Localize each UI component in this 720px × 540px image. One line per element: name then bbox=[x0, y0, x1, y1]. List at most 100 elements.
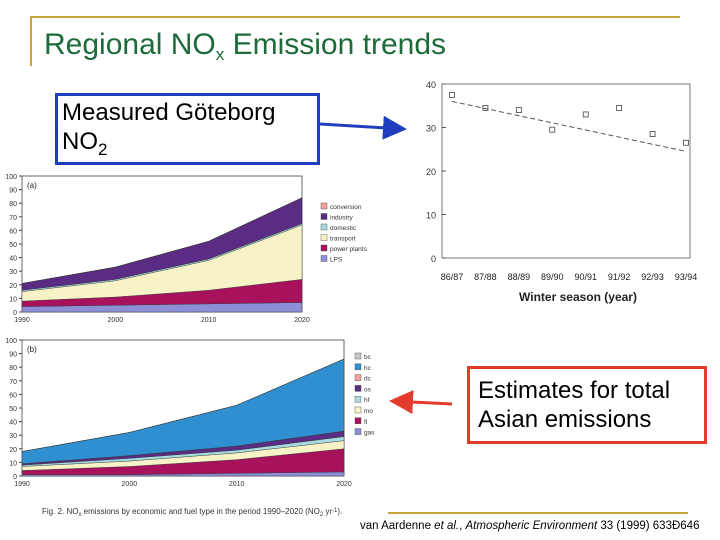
legend-swatch bbox=[320, 223, 328, 231]
series-area bbox=[21, 197, 303, 284]
figure-caption: Fig. 2. NOx emissions by economic and fu… bbox=[42, 507, 342, 518]
legend-label: mo bbox=[364, 408, 373, 415]
legend-label: LPS bbox=[330, 257, 343, 264]
y-tick-label: 0 bbox=[13, 310, 17, 317]
callout-arrows bbox=[319, 115, 453, 415]
data-point bbox=[649, 131, 656, 137]
y-tick-label: 100 bbox=[5, 174, 17, 181]
x-tick-label: 2010 bbox=[229, 481, 245, 488]
y-tick-label: 70 bbox=[9, 379, 17, 386]
y-tick-label: 0 bbox=[431, 254, 436, 264]
sector-emissions-chart: 0 10 20 30 40 50 60 70 80 90 100 1990 2000 2010 2020 (a… bbox=[5, 174, 367, 324]
x-tick-label: 87/88 bbox=[474, 272, 497, 282]
callout-line2: Asian emissions bbox=[478, 406, 652, 433]
data-point bbox=[582, 111, 589, 118]
y-tick-label: 40 bbox=[9, 420, 17, 427]
y-tick-label: 80 bbox=[9, 201, 17, 208]
asian-estimates-callout: Estimates for total Asian emissions bbox=[467, 366, 707, 444]
y-tick-label: 10 bbox=[9, 296, 17, 303]
y-tick-label: 30 bbox=[426, 124, 436, 134]
y-tick-label: 60 bbox=[9, 228, 17, 235]
legend-label: power plants bbox=[330, 246, 368, 253]
y-tick-label: 20 bbox=[426, 167, 436, 177]
x-axis-title: Winter season (year) bbox=[519, 290, 637, 304]
data-point bbox=[482, 105, 489, 111]
legend-swatch bbox=[320, 234, 328, 241]
x-tick-label: 2020 bbox=[336, 481, 352, 488]
legend-label: gas bbox=[364, 430, 375, 437]
legend-label: hc bbox=[364, 365, 372, 372]
panel-label: (a) bbox=[27, 181, 37, 190]
legend-swatch bbox=[320, 255, 328, 262]
x-tick-label: 1990 bbox=[14, 481, 30, 488]
x-tick-label: 1990 bbox=[14, 317, 30, 324]
legend-label: hf bbox=[364, 397, 370, 404]
y-tick-label: 90 bbox=[9, 188, 17, 195]
legend-swatch bbox=[354, 374, 362, 381]
y-tick-label: 50 bbox=[9, 406, 17, 413]
legend-label: fl bbox=[364, 419, 368, 426]
x-tick-label: 86/87 bbox=[441, 272, 464, 282]
title-rule bbox=[30, 16, 680, 18]
legend-swatch bbox=[320, 202, 328, 210]
x-tick-label: 2010 bbox=[201, 317, 217, 324]
legend-label: transport bbox=[330, 236, 356, 243]
legend-swatch bbox=[354, 352, 362, 360]
y-tick-label: 30 bbox=[9, 433, 17, 440]
x-tick-label: 91/92 bbox=[608, 272, 631, 282]
data-point bbox=[616, 105, 623, 111]
panel-label: (b) bbox=[27, 345, 37, 354]
footer-rule bbox=[388, 512, 688, 514]
callout-line1: Estimates for total bbox=[478, 377, 671, 404]
data-point bbox=[515, 107, 522, 113]
x-tick-label: 92/93 bbox=[641, 272, 664, 282]
title-rule-left bbox=[30, 16, 32, 66]
fuel-emissions-chart: 0 10 20 30 40 50 60 70 80 90 100 1990 2000 2010 2020 (b… bbox=[5, 338, 375, 488]
y-tick-label: 40 bbox=[9, 256, 17, 263]
legend-swatch bbox=[354, 428, 362, 435]
legend-swatch bbox=[354, 363, 362, 370]
y-tick-label: 70 bbox=[9, 215, 17, 222]
y-tick-label: 90 bbox=[9, 352, 17, 359]
legend-label: conversion bbox=[330, 204, 362, 211]
legend-label: dc bbox=[364, 376, 372, 383]
y-tick-label: 0 bbox=[13, 474, 17, 481]
trend-line bbox=[451, 100, 687, 152]
y-tick-label: 60 bbox=[9, 392, 17, 399]
x-tick-label: 89/90 bbox=[541, 272, 564, 282]
measured-goteborg-callout: Measured Göteborg NO2 bbox=[55, 93, 320, 165]
legend-label: bc bbox=[364, 354, 372, 361]
legend-label: os bbox=[364, 386, 372, 393]
x-tick-label: 93/94 bbox=[675, 272, 698, 282]
citation: van Aardenne et al., Atmospheric Environ… bbox=[360, 520, 700, 532]
legend-swatch bbox=[320, 244, 328, 252]
legend-swatch bbox=[354, 417, 362, 424]
data-point bbox=[449, 91, 455, 98]
y-tick-label: 10 bbox=[9, 460, 17, 467]
arrow-to-estimates bbox=[389, 390, 453, 415]
legend-swatch bbox=[320, 213, 328, 220]
legend-label: industry bbox=[330, 215, 354, 222]
x-tick-label: 90/91 bbox=[574, 272, 597, 282]
legend-swatch bbox=[354, 406, 362, 414]
x-tick-label: 2000 bbox=[108, 317, 124, 324]
y-tick-label: 80 bbox=[9, 365, 17, 372]
y-tick-label: 100 bbox=[5, 338, 17, 345]
x-tick-label: 88/89 bbox=[508, 272, 531, 282]
series-area bbox=[21, 358, 345, 452]
slide-title: Regional NOx Emission trends bbox=[44, 28, 447, 64]
x-tick-label: 2000 bbox=[122, 481, 138, 488]
y-tick-label: 50 bbox=[9, 242, 17, 249]
callout-line1: Measured Göteborg bbox=[62, 99, 276, 126]
legend-swatch bbox=[354, 396, 362, 403]
y-tick-label: 20 bbox=[9, 283, 17, 290]
x-tick-label: 2020 bbox=[294, 317, 310, 324]
y-tick-label: 10 bbox=[426, 211, 436, 221]
data-point bbox=[549, 126, 556, 133]
callout-line2: NO2 bbox=[62, 128, 108, 159]
y-tick-label: 30 bbox=[9, 269, 17, 276]
arrow-to-measured bbox=[319, 115, 407, 140]
data-point bbox=[683, 139, 689, 146]
legend-label: domestic bbox=[330, 225, 357, 232]
